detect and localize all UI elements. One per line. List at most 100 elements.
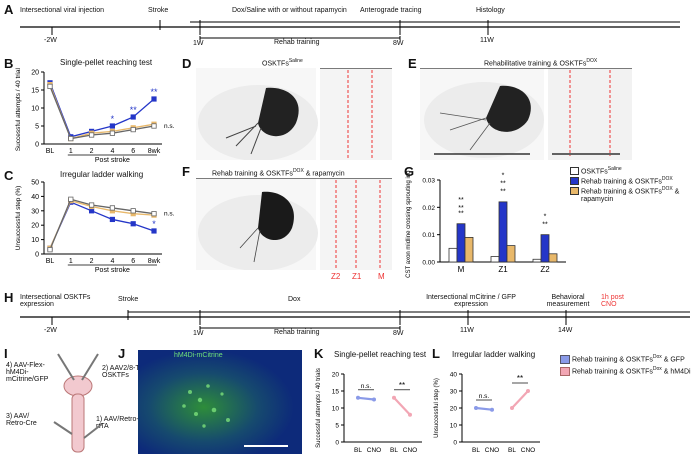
x-tick-label: BL — [46, 258, 55, 265]
zone-label-m: M — [378, 272, 385, 281]
legend-l-item: Rehab training & OSKTFsDox & GFP — [560, 354, 700, 366]
significance-marker: ** — [458, 211, 464, 218]
timeline-h-tick: -2W — [44, 327, 57, 334]
ns-label: n.s. — [164, 123, 175, 130]
bar — [464, 237, 474, 263]
y-tick-label: 10 — [31, 106, 39, 113]
significance-marker: ** — [458, 197, 464, 204]
data-point — [109, 216, 115, 223]
timeline-a-rehab: Rehab training — [274, 39, 320, 46]
panel-label-d: D — [182, 56, 192, 71]
panel-d-title: OSKTFsSaline — [262, 58, 303, 68]
bar — [456, 223, 466, 263]
legend-swatch — [570, 187, 579, 196]
y-tick-label: 40 — [31, 194, 39, 201]
timeline-h-tick: 8W — [393, 330, 404, 337]
data-point — [47, 83, 53, 90]
x-tick-label: 6 — [131, 258, 135, 265]
panel-label-j: J — [118, 346, 126, 361]
timeline-a-tick: -2W — [44, 37, 57, 44]
x-tick-label: BL — [390, 447, 398, 454]
panel-label-g: G — [404, 164, 415, 179]
y-tick-label: 10 — [450, 423, 458, 430]
chart-c: 0 10 20 30 40 50 BL 1 2 4 6 8wk Post stroke Unsuccess… — [15, 180, 175, 275]
panel-c-title: Irregular ladder walking — [60, 170, 144, 179]
panel-k-title: Single-pellet reaching test — [334, 350, 427, 359]
panel-b-title: Single-pellet reaching test — [60, 58, 153, 67]
panel-label-a: A — [4, 2, 14, 17]
significance-marker: * — [152, 219, 156, 229]
brain-schematic-icon — [53, 353, 103, 453]
data-point — [68, 136, 74, 142]
y-tick-label: 30 — [31, 208, 39, 215]
bar — [532, 258, 542, 263]
data-point — [151, 228, 157, 234]
timeline-h-tick: 1W — [193, 330, 204, 337]
timeline-a — [20, 20, 680, 40]
timeline-a-event-dox: Dox/Saline with or without rapamycin — [232, 7, 347, 14]
legend-g-item-cont: rapamycin — [581, 196, 614, 203]
timeline-a-tick: 1W — [193, 40, 204, 47]
data-point — [392, 395, 396, 400]
significance-marker: ** — [500, 189, 506, 196]
data-point — [89, 208, 95, 214]
significance-marker: ** — [458, 205, 464, 212]
y-tick-label: 15 — [31, 88, 39, 95]
x-tick-label: BL — [472, 447, 480, 454]
data-point — [89, 202, 95, 208]
series-line — [49, 198, 155, 250]
y-tick-label: 0.01 — [422, 232, 435, 239]
significance-marker: ** — [500, 180, 506, 187]
y-tick-label: 30 — [450, 389, 458, 396]
series-line — [357, 396, 375, 401]
ns-label: n.s. — [479, 393, 490, 400]
y-axis-label: Unsuccessful step (%) — [434, 378, 440, 438]
y-tick-label: 40 — [450, 372, 458, 379]
timeline-a-tick: 8W — [393, 40, 404, 47]
bar — [498, 201, 508, 263]
y-tick-label: 20 — [31, 223, 39, 230]
panel-f-title: Rehab training & OSKTFsDOX & rapamycin — [212, 168, 345, 178]
legend-swatch — [570, 177, 579, 186]
bar — [548, 253, 558, 263]
panel-f-image — [196, 178, 392, 270]
chart-g: 0.00 0.01 0.02 0.03 CST axon midline crossin… — [406, 170, 566, 278]
x-tick-label: Z1 — [498, 265, 508, 274]
y-tick-label: 5 — [35, 124, 39, 131]
x-tick-label: 1 — [69, 148, 73, 155]
panel-label-f: F — [182, 164, 190, 179]
timeline-a-event-histology: Histology — [476, 7, 505, 14]
chart-b: 0 5 10 15 20 BL 1 2 4 6 8wk Post stroke Successful a… — [15, 68, 175, 164]
x-tick-label: 8wk — [148, 148, 161, 155]
series-line — [393, 397, 411, 416]
x-tick-label: CNO — [485, 447, 499, 454]
y-tick-label: 0 — [35, 252, 39, 259]
significance-marker: ** — [542, 221, 548, 228]
bar — [490, 256, 500, 263]
y-tick-label: 10 — [332, 406, 340, 413]
y-tick-label: 0 — [453, 440, 457, 447]
timeline-h-event-dox: Dox — [288, 296, 301, 303]
series-line — [475, 406, 493, 411]
timeline-h — [20, 310, 690, 330]
data-point — [490, 407, 494, 412]
data-point — [474, 406, 478, 410]
y-tick-label: 0.00 — [422, 260, 435, 267]
x-tick-label: BL — [508, 447, 516, 454]
timeline-h-tick: 14W — [558, 327, 573, 334]
series-line — [49, 86, 155, 140]
panel-label-k: K — [314, 346, 324, 361]
x-tick-label: 2 — [90, 258, 94, 265]
y-tick-label: 0.03 — [422, 178, 435, 185]
legend-g: OSKTFsSaline Rehab training & OSKTFsDOX … — [570, 166, 700, 206]
x-tick-label: M — [458, 265, 465, 274]
data-point — [109, 130, 115, 136]
series-line — [511, 390, 529, 409]
x-tick-label: Z2 — [540, 265, 550, 274]
timeline-h-tick: 11W — [460, 327, 474, 334]
bar — [540, 234, 550, 263]
panel-label-i: I — [4, 346, 8, 361]
panel-e-image — [420, 68, 632, 160]
bar — [506, 245, 516, 263]
data-point — [510, 406, 514, 410]
